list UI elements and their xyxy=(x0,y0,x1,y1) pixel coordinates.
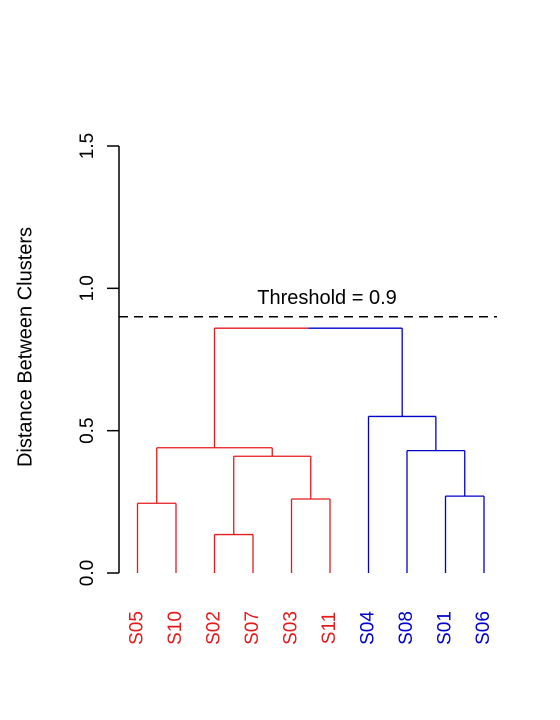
leaf-label: S05 xyxy=(127,611,148,645)
leaf-label: S06 xyxy=(473,611,494,645)
threshold-label: Threshold = 0.9 xyxy=(257,287,397,309)
y-axis: 0.0 0.5 1.0 1.5 xyxy=(77,133,120,586)
y-axis-title: Distance Between Clusters xyxy=(14,227,36,467)
leaf-label: S08 xyxy=(396,611,417,645)
leaf-label: S04 xyxy=(358,611,379,645)
leaf-label: S11 xyxy=(319,612,340,644)
dendrogram-tree xyxy=(136,327,485,573)
leaf-labels: S05 S10 S02 S07 S03 S11 S04 S08 S01 S06 xyxy=(127,611,495,645)
leaf-label: S10 xyxy=(165,611,186,645)
y-tick-label: 1.5 xyxy=(77,133,98,159)
y-tick-label: 0.5 xyxy=(77,417,98,443)
y-tick-label: 1.0 xyxy=(77,275,98,301)
y-tick-label: 0.0 xyxy=(77,560,98,586)
leaf-label: S02 xyxy=(204,611,225,645)
leaf-label: S01 xyxy=(435,611,456,645)
leaf-label: S03 xyxy=(281,611,302,645)
leaf-label: S07 xyxy=(242,611,263,645)
